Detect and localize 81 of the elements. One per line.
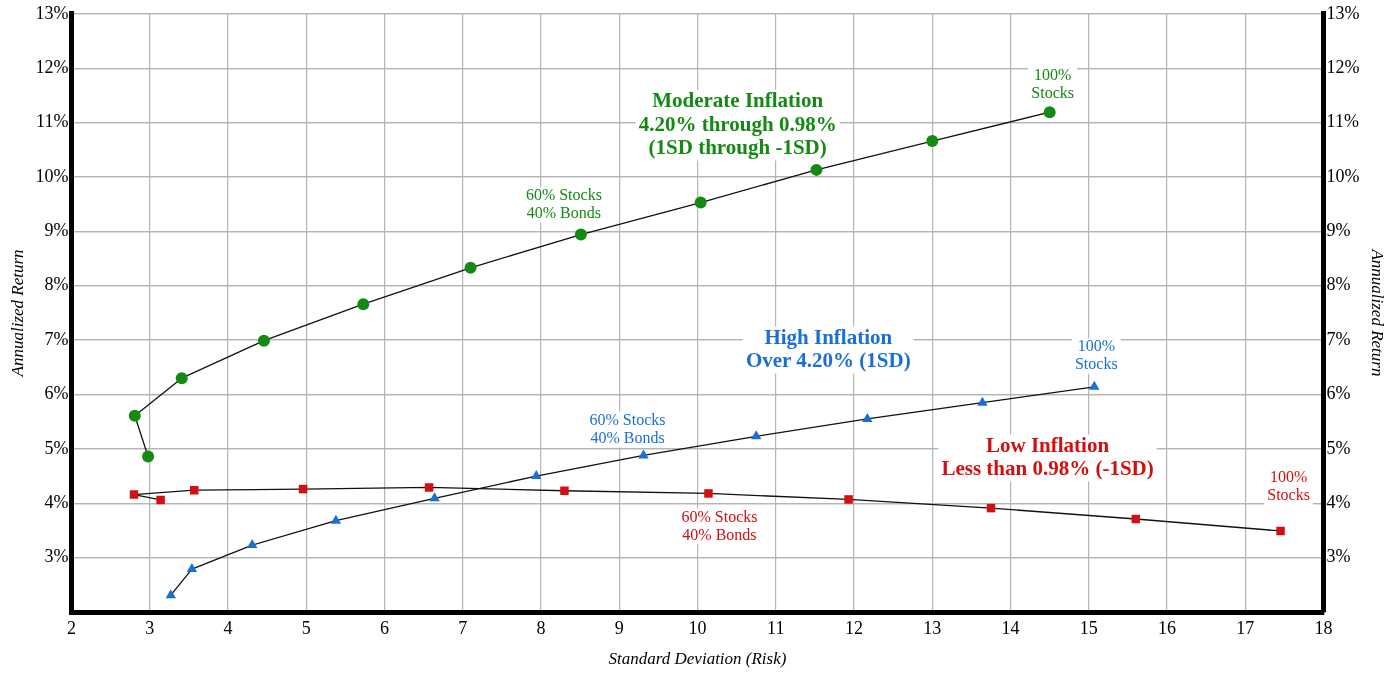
y-tick-label: 3% xyxy=(44,546,69,567)
x-tick-label: 13 xyxy=(923,617,942,638)
annotation: 100% Stocks xyxy=(1267,468,1310,504)
point xyxy=(357,298,370,311)
annotation: 100% Stocks xyxy=(1031,66,1075,102)
point xyxy=(186,563,198,573)
y2-tick-label: 11% xyxy=(1326,111,1359,132)
y-tick-label: 7% xyxy=(44,328,69,349)
x-tick-label: 8 xyxy=(536,617,546,638)
x-tick-label: 16 xyxy=(1158,617,1177,638)
x-tick-label: 10 xyxy=(688,617,707,638)
x-tick-label: 18 xyxy=(1314,617,1333,638)
point xyxy=(531,470,542,480)
point xyxy=(1043,106,1056,119)
point xyxy=(638,449,649,459)
point xyxy=(175,372,188,385)
point xyxy=(142,450,155,463)
x-tick-label: 11 xyxy=(767,617,785,638)
point xyxy=(330,514,342,524)
x-tick-label: 12 xyxy=(845,617,864,638)
x-tick-label: 3 xyxy=(145,617,155,638)
point xyxy=(694,196,707,209)
x-tick-label: 6 xyxy=(379,617,389,638)
y-tick-label: 4% xyxy=(44,491,69,512)
point xyxy=(844,495,853,504)
x-tick-label: 4 xyxy=(223,617,233,638)
x-tick-label: 2 xyxy=(66,617,76,638)
point xyxy=(129,490,139,499)
y-axis-title: Annualized Return xyxy=(7,249,27,378)
y2-tick-label: 13% xyxy=(1326,2,1360,23)
y2-tick-label: 8% xyxy=(1326,274,1351,295)
point xyxy=(429,492,440,502)
x-tick-label: 15 xyxy=(1079,617,1098,638)
point xyxy=(156,495,165,505)
point xyxy=(810,163,823,176)
y2-tick-label: 4% xyxy=(1326,491,1351,512)
point xyxy=(977,396,988,406)
point xyxy=(1089,380,1100,390)
annotation: 60% Stocks 40% Bonds xyxy=(589,410,666,446)
y2-tick-label: 10% xyxy=(1326,165,1360,186)
annotation: 100% Stocks xyxy=(1074,337,1118,373)
annotation: 60% Stocks 40% Bonds xyxy=(525,185,602,221)
y2-tick-label: 9% xyxy=(1326,220,1351,241)
x-tick-label: 14 xyxy=(1001,617,1020,638)
point xyxy=(464,261,477,274)
x-tick-label: 17 xyxy=(1236,617,1255,638)
point xyxy=(926,135,939,148)
y2-tick-label: 3% xyxy=(1326,546,1351,567)
x-tick-label: 5 xyxy=(301,617,311,638)
point xyxy=(751,430,762,440)
y-tick-label: 6% xyxy=(44,383,69,404)
series-label: Low Inflation Less than 0.98% (-1SD) xyxy=(941,432,1154,481)
y-tick-label: 11% xyxy=(36,111,69,132)
point xyxy=(190,485,199,495)
point xyxy=(704,489,713,498)
point xyxy=(424,483,434,492)
y-tick-label: 10% xyxy=(35,165,69,186)
y2-tick-label: 12% xyxy=(1326,56,1360,77)
point xyxy=(246,539,258,549)
x-axis-title: Standard Deviation (Risk) xyxy=(608,649,787,669)
y2-tick-label: 6% xyxy=(1326,383,1351,404)
point xyxy=(560,486,569,495)
point xyxy=(1276,526,1285,536)
y-tick-label: 9% xyxy=(44,220,69,241)
annotation: 60% Stocks 40% Bonds xyxy=(681,507,758,543)
y-tick-label: 5% xyxy=(44,437,69,458)
y2-axis-title: Annualized Return xyxy=(1368,248,1388,377)
point xyxy=(128,409,141,422)
point xyxy=(257,334,270,347)
series-label: Moderate Inflation 4.20% through 0.98% (1SD through -1SD) xyxy=(638,88,837,160)
x-tick-label: 7 xyxy=(458,617,468,638)
y-tick-label: 8% xyxy=(44,274,69,295)
point xyxy=(862,412,873,422)
y-tick-label: 13% xyxy=(35,2,69,23)
point xyxy=(574,228,587,241)
series-label: High Inflation Over 4.20% (1SD) xyxy=(745,324,911,373)
y2-tick-label: 7% xyxy=(1326,328,1351,349)
point xyxy=(165,589,176,599)
y-tick-label: 12% xyxy=(35,56,69,77)
y2-tick-label: 5% xyxy=(1326,437,1351,458)
x-tick-label: 9 xyxy=(614,617,624,638)
